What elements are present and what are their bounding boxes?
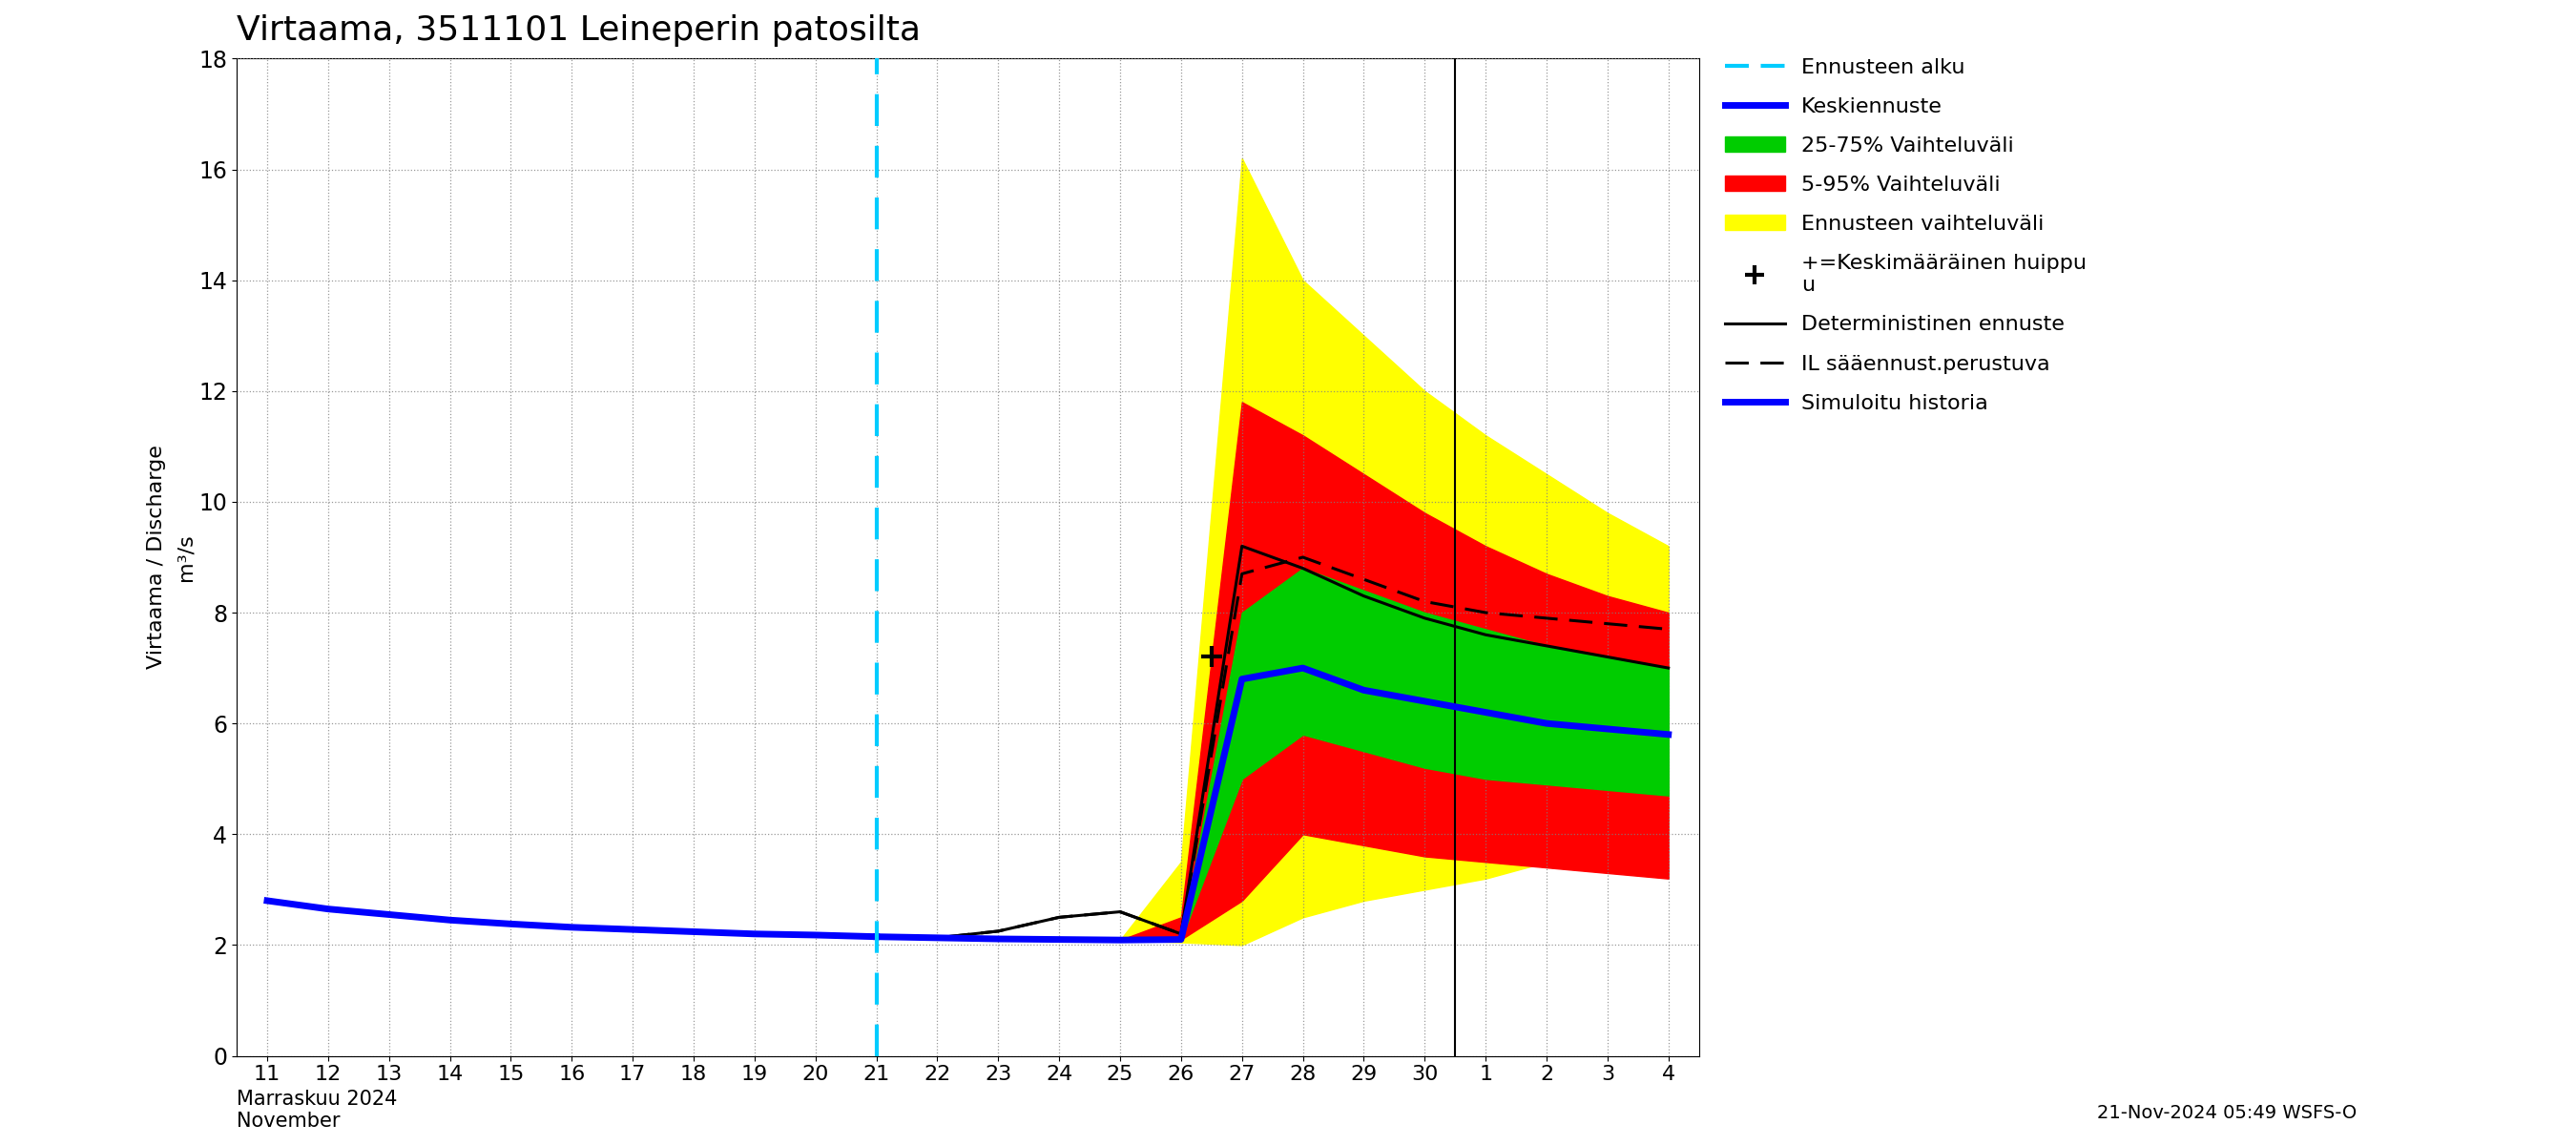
Text: 21-Nov-2024 05:49 WSFS-O: 21-Nov-2024 05:49 WSFS-O bbox=[2097, 1104, 2357, 1122]
Text: Virtaama, 3511101 Leineperin patosilta: Virtaama, 3511101 Leineperin patosilta bbox=[237, 14, 920, 47]
Legend: Ennusteen alku, Keskiennuste, 25-75% Vaihteluväli, 5-95% Vaihteluväli, Ennusteen: Ennusteen alku, Keskiennuste, 25-75% Vai… bbox=[1716, 49, 2094, 421]
Text: m³/s: m³/s bbox=[175, 534, 196, 581]
Text: Virtaama / Discharge: Virtaama / Discharge bbox=[147, 445, 165, 670]
X-axis label: Marraskuu 2024
November: Marraskuu 2024 November bbox=[237, 1089, 397, 1130]
